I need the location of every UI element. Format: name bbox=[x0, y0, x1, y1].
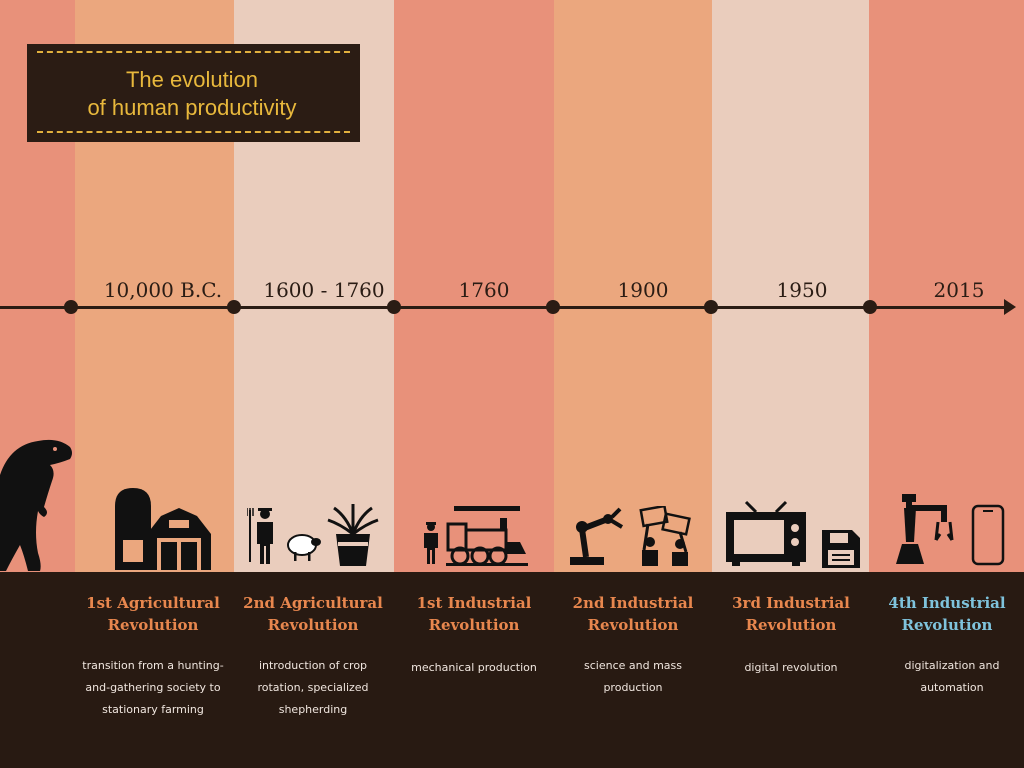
column-band bbox=[869, 0, 1024, 572]
barn-icon bbox=[147, 508, 211, 570]
era-description: introduction of crop rotation, specialize… bbox=[257, 659, 369, 716]
era-title: 3rd Industrial Revolution bbox=[732, 594, 850, 634]
column-band bbox=[394, 0, 554, 572]
era-description: mechanical production bbox=[411, 661, 537, 674]
column-band bbox=[554, 0, 712, 572]
floppy-disk-icon bbox=[822, 530, 860, 568]
smartphone-icon bbox=[971, 504, 1005, 566]
page-title-line2: of human productivity bbox=[87, 95, 297, 120]
description-panel bbox=[0, 572, 1024, 768]
timeline-dot bbox=[387, 300, 401, 314]
era-title: 2nd Industrial Revolution bbox=[572, 594, 694, 634]
sheep-icon bbox=[287, 534, 321, 561]
silo-icon bbox=[115, 488, 151, 570]
tv-icon bbox=[726, 500, 806, 566]
timeline-axis bbox=[0, 306, 1008, 309]
industrial-robot-icon bbox=[896, 494, 954, 564]
era-title-current: 4th Industrial Revolution bbox=[888, 594, 1006, 634]
dinosaur-icon bbox=[0, 439, 72, 571]
era-title: 1st Industrial Revolution bbox=[416, 594, 532, 634]
timeline-arrow bbox=[1004, 299, 1016, 315]
timeline-dot bbox=[64, 300, 78, 314]
era-year: 2015 bbox=[933, 278, 985, 302]
locomotive-icon bbox=[446, 506, 528, 566]
farmer-icon bbox=[247, 508, 273, 564]
era-year: 1950 bbox=[776, 278, 828, 302]
era-year: 10,000 B.C. bbox=[103, 278, 223, 302]
timeline-dot bbox=[227, 300, 241, 314]
era-title: 1st Agricultural Revolution bbox=[86, 594, 220, 634]
protest-icon bbox=[639, 506, 691, 566]
era-description: digitalization and automation bbox=[904, 659, 1000, 694]
worker-icon bbox=[424, 522, 438, 564]
era-description: digital revolution bbox=[744, 661, 838, 674]
era-year: 1900 bbox=[617, 278, 669, 302]
era-year: 1760 bbox=[458, 278, 510, 302]
wheat-icon bbox=[327, 504, 379, 566]
page-title-line1: The evolution bbox=[125, 67, 259, 92]
era-title: 2nd Agricultural Revolution bbox=[243, 594, 383, 634]
timeline-dot bbox=[704, 300, 718, 314]
era-year: 1600 - 1760 bbox=[263, 278, 385, 302]
column-band bbox=[712, 0, 869, 572]
timeline-dot bbox=[863, 300, 877, 314]
title-banner: The evolution of human productivity bbox=[27, 44, 360, 142]
era-description: science and mass production bbox=[584, 659, 682, 694]
timeline-dot bbox=[546, 300, 560, 314]
robot-arm-icon bbox=[570, 507, 624, 565]
era-description: transition from a hunting-and-gathering … bbox=[82, 659, 224, 716]
